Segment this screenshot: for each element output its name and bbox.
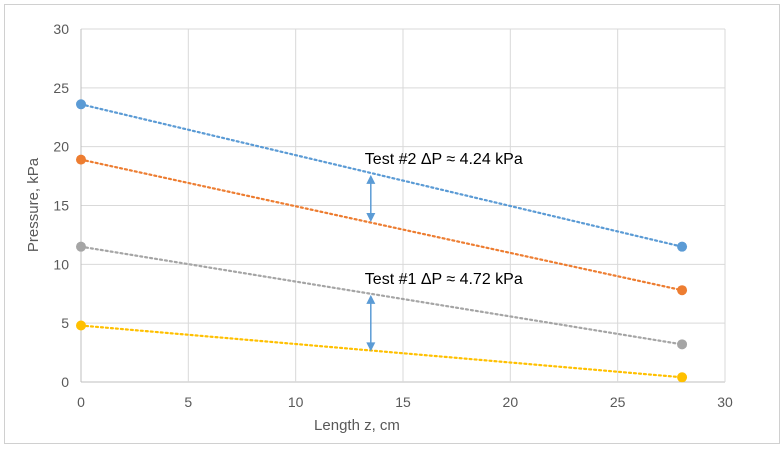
y-tick-label: 30 [53,21,69,37]
data-point-series-2 [76,154,86,165]
data-point-series-3 [677,339,688,350]
y-tick-label: 20 [53,139,69,155]
data-point-series-4 [677,372,688,383]
delta-arrow-head-down-2 [366,342,376,352]
x-tick-label: 5 [184,394,192,410]
annotation-label-2: Test #1 ΔP ≈ 4.72 kPa [365,271,523,288]
trendline-series-3 [79,245,684,346]
data-point-series-1 [677,241,688,252]
x-tick-label: 20 [503,394,519,410]
y-axis-title: Pressure, kPa [25,157,42,252]
trendline-series-4 [79,324,684,379]
x-axis-title: Length z, cm [314,417,400,434]
data-point-series-1 [76,99,86,110]
x-tick-label: 30 [717,394,733,410]
x-tick-label: 15 [395,394,411,410]
annotations-group: Test #2 ΔP ≈ 4.24 kPa Test #1 ΔP ≈ 4.72 k… [365,151,523,352]
x-tick-label: 10 [288,394,304,410]
series-group [76,99,688,383]
y-tick-label: 15 [53,198,69,214]
y-tick-label: 25 [53,80,69,96]
delta-arrow-head-up-2 [366,294,376,304]
delta-arrow-head-up-1 [366,174,376,184]
x-tick-label: 0 [77,394,85,410]
chart-border [4,4,780,444]
y-tick-label: 5 [61,315,69,331]
delta-arrow-head-down-1 [366,212,376,222]
gridlines [80,28,726,383]
ticks-group: 0 5 10 15 20 25 30 0 5 10 15 20 25 30 [53,21,733,410]
trendline-series-2 [79,158,684,292]
x-tick-label: 25 [610,394,626,410]
trendline-series-1 [79,103,684,248]
y-tick-label: 10 [53,256,69,272]
data-point-series-4 [76,320,86,331]
data-point-series-2 [677,285,688,296]
annotation-label-1: Test #2 ΔP ≈ 4.24 kPa [365,151,523,168]
data-point-series-3 [76,241,86,252]
y-tick-label: 0 [61,374,69,390]
